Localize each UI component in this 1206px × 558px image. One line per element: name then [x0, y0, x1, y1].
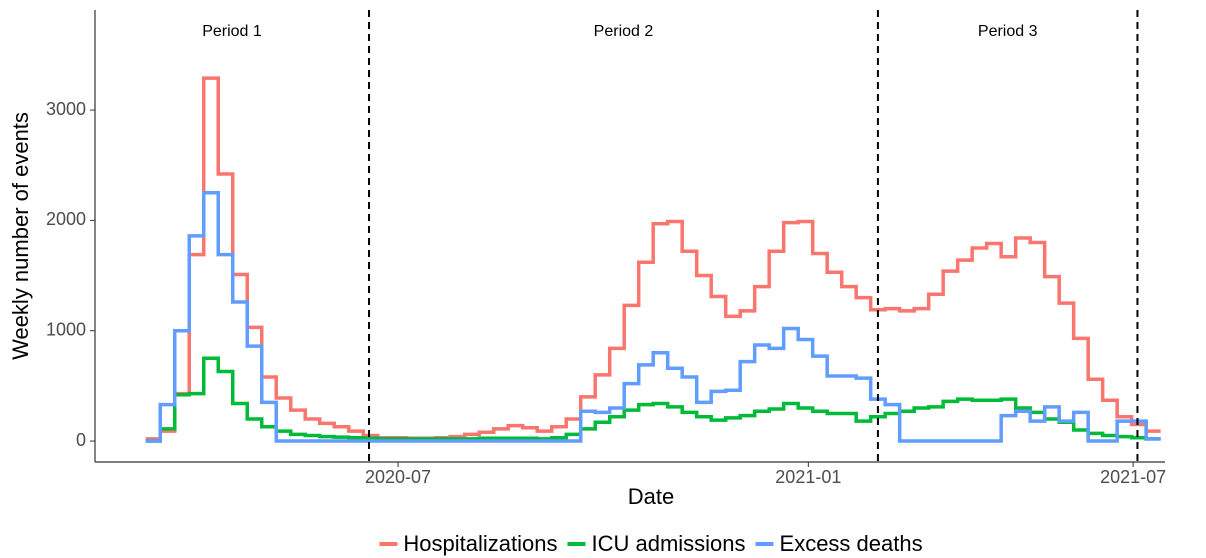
- step-line: [145, 191, 1161, 443]
- step-line: [145, 76, 1161, 441]
- period-label: Period 3: [978, 23, 1038, 40]
- step-line: [145, 356, 1161, 443]
- x-tick-label: 2020-07: [365, 467, 431, 487]
- period-label: Period 2: [594, 23, 654, 40]
- period-label: Period 1: [202, 23, 262, 40]
- y-tick-label: 3000: [46, 99, 86, 119]
- legend-label: ICU admissions: [591, 531, 745, 556]
- y-axis-title: Weekly number of events: [8, 112, 33, 360]
- x-axis-title: Date: [628, 484, 674, 509]
- legend: Hospitalizations ICU admissions Excess dea…: [379, 531, 923, 556]
- y-tick-label: 1000: [46, 319, 86, 339]
- legend-label: Excess deaths: [780, 531, 923, 556]
- x-tick-label: 2021-07: [1100, 467, 1166, 487]
- x-tick-label: 2021-01: [775, 467, 841, 487]
- legend-label: Hospitalizations: [403, 531, 557, 556]
- y-tick-label: 2000: [46, 209, 86, 229]
- y-tick-label: 0: [76, 430, 86, 450]
